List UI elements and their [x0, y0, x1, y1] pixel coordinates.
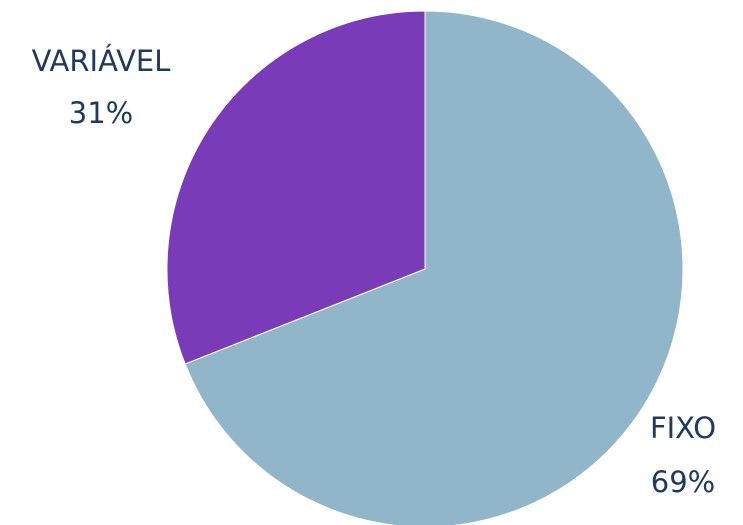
- data-value-fixo: 69%: [651, 465, 715, 499]
- pie-slice-fixo: [184, 10, 684, 525]
- pie-slice-variavel: [166, 10, 426, 365]
- data-value-variavel: 31%: [69, 96, 133, 130]
- data-label-fixo: FIXO: [650, 411, 716, 445]
- pie-slices: [166, 10, 684, 525]
- data-label-variavel: VARIÁVEL: [32, 44, 171, 78]
